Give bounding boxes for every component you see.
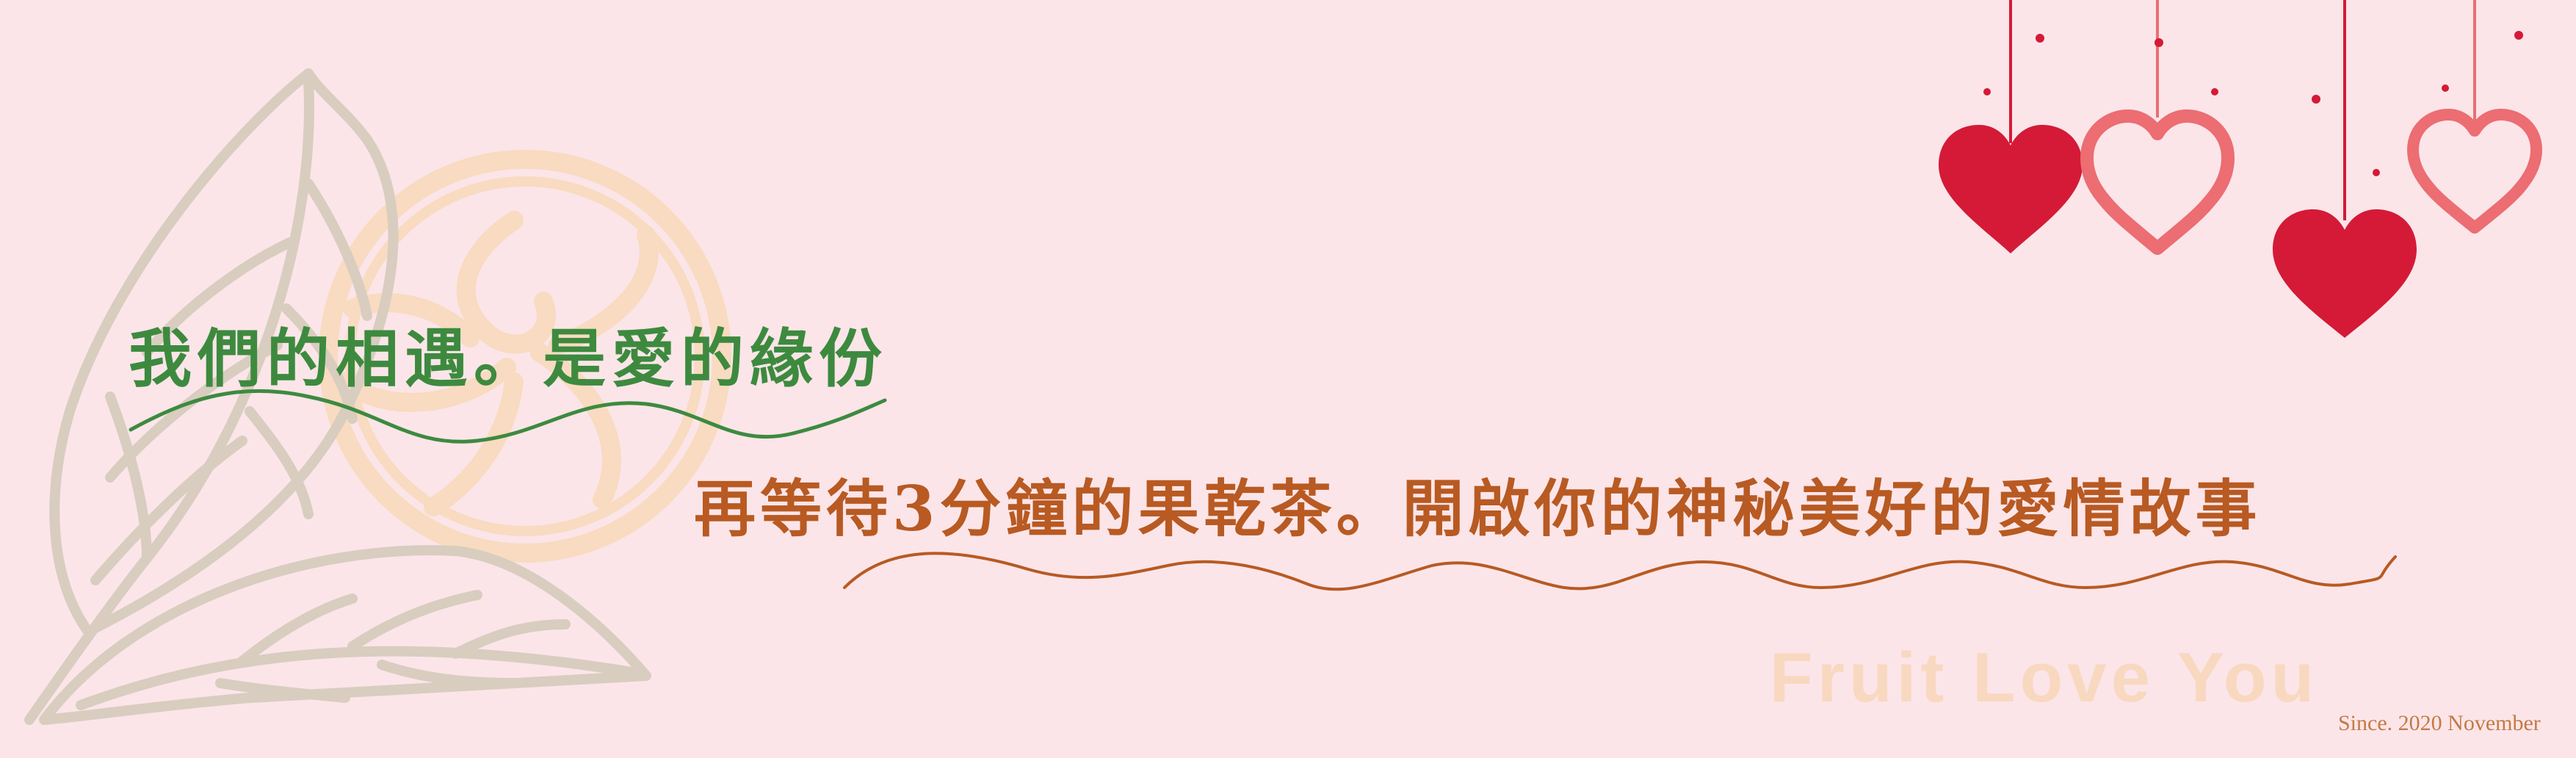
heart-outline-icon xyxy=(2407,109,2542,234)
heart-outline-icon xyxy=(2080,109,2235,255)
leaf-line-art-icon xyxy=(24,68,651,725)
subline-underline xyxy=(843,552,2397,591)
heart-red-icon xyxy=(1939,125,2083,253)
heart-red-icon xyxy=(2273,209,2417,338)
brand-watermark: Fruit Love You xyxy=(1770,638,2319,717)
orange-slice-icon xyxy=(319,150,731,563)
subline-text: 再等待3分鐘的果乾茶。開啟你的神秘美好的愛情故事 xyxy=(694,472,2262,545)
hanging-hearts-icon xyxy=(1939,0,2542,338)
since-date: Since. 2020 November xyxy=(2338,711,2541,735)
headline-text: 我們的相遇。是愛的緣份 xyxy=(129,322,888,396)
headline-underline xyxy=(129,389,887,444)
